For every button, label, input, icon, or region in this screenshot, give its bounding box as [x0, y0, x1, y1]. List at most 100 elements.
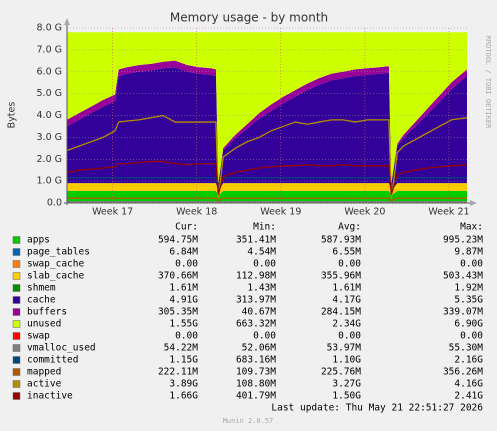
side-note: RRDTOOL / TOBI OETIKER: [484, 36, 492, 130]
legend-stat: 0.00: [253, 331, 276, 342]
y-tick-label: 8.0 G: [37, 23, 63, 34]
x-arrow: [470, 200, 477, 206]
legend-stat: 0.00: [338, 331, 361, 342]
legend-swatch: [12, 248, 21, 256]
legend-stat: 594.75M: [158, 235, 198, 246]
legend-swatch: [12, 380, 21, 388]
legend-swatch: [12, 320, 21, 328]
legend-name: vmalloc_used: [27, 343, 96, 354]
legend-stat: 54.22M: [164, 343, 199, 354]
legend-stat: 6.55M: [332, 247, 361, 258]
y-tick-label: 7.0 G: [37, 44, 63, 55]
y-tick-label: 2.0 G: [37, 154, 63, 165]
legend-name: buffers: [27, 307, 67, 318]
legend-swatch: [12, 260, 21, 268]
legend-stat: 1.43M: [247, 283, 276, 294]
area: [67, 67, 467, 191]
y-tick-label: 1.0 G: [37, 176, 63, 187]
legend-stat: 0.00: [175, 259, 198, 270]
legend-stat: 587.93M: [321, 235, 361, 246]
legend-stat: 683.16M: [236, 355, 276, 366]
legend-stat: 4.16G: [454, 379, 483, 390]
legend-stat: 52.06M: [242, 343, 277, 354]
legend-name: swap: [27, 331, 50, 342]
x-tick-label: Week 17: [92, 207, 133, 218]
legend-stat: 4.54M: [247, 247, 276, 258]
legend-stat: 3.27G: [332, 379, 361, 390]
footer: Munin 2.0.57: [223, 417, 274, 425]
y-tick-label: 6.0 G: [37, 66, 63, 77]
legend-name: unused: [27, 319, 61, 330]
line: [67, 197, 467, 202]
y-tick-label: 3.0 G: [37, 132, 63, 143]
y-arrow: [64, 18, 70, 25]
legend-stat: 356.26M: [443, 367, 483, 378]
legend-stat: 4.91G: [169, 295, 198, 306]
area: [67, 32, 467, 184]
legend-stat: 503.43M: [443, 271, 483, 282]
legend-stat: 6.90G: [454, 319, 483, 330]
legend-name: shmem: [27, 283, 56, 294]
legend-stat: 5.35G: [454, 295, 483, 306]
legend-name: cache: [27, 295, 56, 306]
legend-stat: 40.67M: [242, 307, 277, 318]
chart-title: Memory usage - by month: [170, 11, 328, 25]
legend-stat: 313.97M: [236, 295, 276, 306]
legend-stat: 0.00: [460, 259, 483, 270]
legend-name: inactive: [27, 391, 73, 402]
legend-swatch: [12, 272, 21, 280]
legend-stat: 6.84M: [169, 247, 198, 258]
x-tick-label: Week 21: [428, 207, 469, 218]
legend-stat: 1.15G: [169, 355, 198, 366]
legend-name: apps: [27, 235, 50, 246]
legend-stat: 222.11M: [158, 367, 198, 378]
plot-area: [66, 32, 468, 203]
legend-stat: 0.00: [460, 331, 483, 342]
legend-header: Cur:: [175, 222, 198, 233]
legend-swatch: [12, 236, 21, 244]
legend-stat: 225.76M: [321, 367, 361, 378]
legend-header: Max:: [460, 222, 483, 233]
legend-swatch: [12, 332, 21, 340]
legend-stat: 1.61M: [169, 283, 198, 294]
legend-stat: 112.98M: [236, 271, 276, 282]
legend-stat: 1.61M: [332, 283, 361, 294]
y-tick-label: 4.0 G: [37, 110, 63, 121]
legend-swatch: [12, 392, 21, 400]
y-axis-label: Bytes: [7, 102, 18, 129]
legend-stat: 370.66M: [158, 271, 198, 282]
line: [66, 160, 468, 195]
legend-swatch: [12, 344, 21, 352]
legend-stat: 2.16G: [454, 355, 483, 366]
legend-swatch: [12, 308, 21, 316]
legend-stat: 0.00: [253, 259, 276, 270]
legend-stat: 9.87M: [454, 247, 483, 258]
legend-swatch: [12, 356, 21, 364]
legend-swatch: [12, 296, 21, 304]
legend-stat: 2.41G: [454, 391, 483, 402]
legend-stat: 305.35M: [158, 307, 198, 318]
legend-stat: 109.73M: [236, 367, 276, 378]
legend-stat: 55.30M: [449, 343, 484, 354]
legend-stat: 4.17G: [332, 295, 361, 306]
legend-stat: 995.23M: [443, 235, 483, 246]
area: [67, 183, 467, 196]
legend-name: swap_cache: [27, 259, 84, 270]
legend-name: slab_cache: [27, 271, 84, 282]
area: [67, 190, 467, 203]
x-tick-label: Week 18: [176, 207, 217, 218]
legend-name: active: [27, 379, 62, 390]
y-tick-label: 5.0 G: [37, 88, 63, 99]
legend-stat: 1.50G: [332, 391, 361, 402]
legend-stat: 663.32M: [236, 319, 276, 330]
legend-stat: 0.00: [338, 259, 361, 270]
legend-stat: 401.79M: [236, 391, 276, 402]
legend-name: page_tables: [27, 247, 90, 258]
legend-name: mapped: [27, 367, 61, 378]
legend-stat: 1.10G: [332, 355, 361, 366]
legend-swatch: [12, 368, 21, 376]
legend-stat: 53.97M: [327, 343, 362, 354]
legend-name: committed: [27, 355, 78, 366]
legend-stat: 1.66G: [169, 391, 198, 402]
